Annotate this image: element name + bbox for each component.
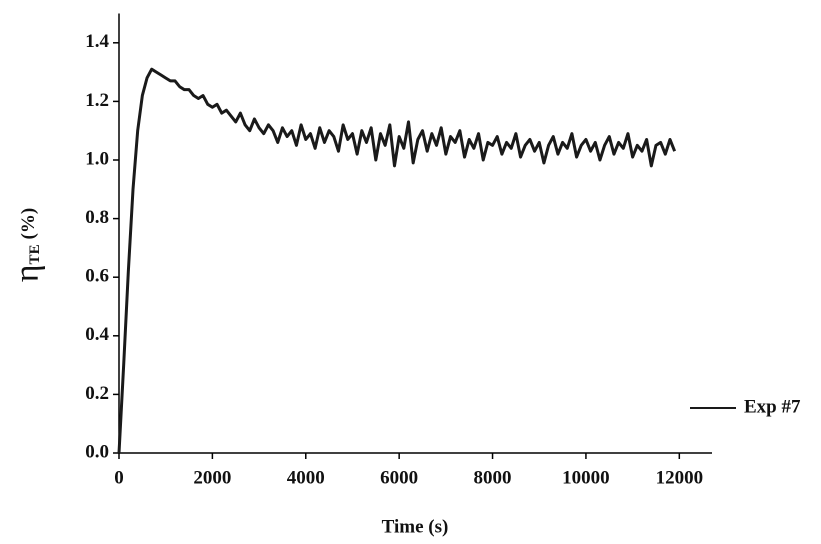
x-tick-label: 12000 <box>656 467 704 488</box>
x-tick-label: 2000 <box>193 467 231 488</box>
x-tick-label: 8000 <box>474 467 512 488</box>
y-tick-label: 1.4 <box>85 31 109 52</box>
y-axis-label: ηTE (%) <box>9 208 46 282</box>
y-tick-label: 0.6 <box>85 266 109 287</box>
x-tick-label: 6000 <box>380 467 418 488</box>
x-tick-label: 0 <box>114 467 124 488</box>
y-label-unit: (%) <box>18 208 39 240</box>
x-tick-label: 4000 <box>287 467 325 488</box>
y-tick-label: 1.2 <box>85 90 109 111</box>
y-label-symbol: η <box>9 264 46 282</box>
x-tick-label: 10000 <box>562 467 610 488</box>
legend-label: Exp #7 <box>744 396 801 417</box>
y-tick-label: 0.0 <box>85 441 109 462</box>
y-tick-label: 1.0 <box>85 148 109 169</box>
y-tick-label: 0.8 <box>85 207 109 228</box>
y-label-subscript: TE <box>27 244 43 264</box>
x-axis-label: Time (s) <box>382 516 449 537</box>
data-line <box>117 67 677 454</box>
y-tick-label: 0.4 <box>85 324 109 345</box>
y-tick-label: 0.2 <box>85 383 109 404</box>
